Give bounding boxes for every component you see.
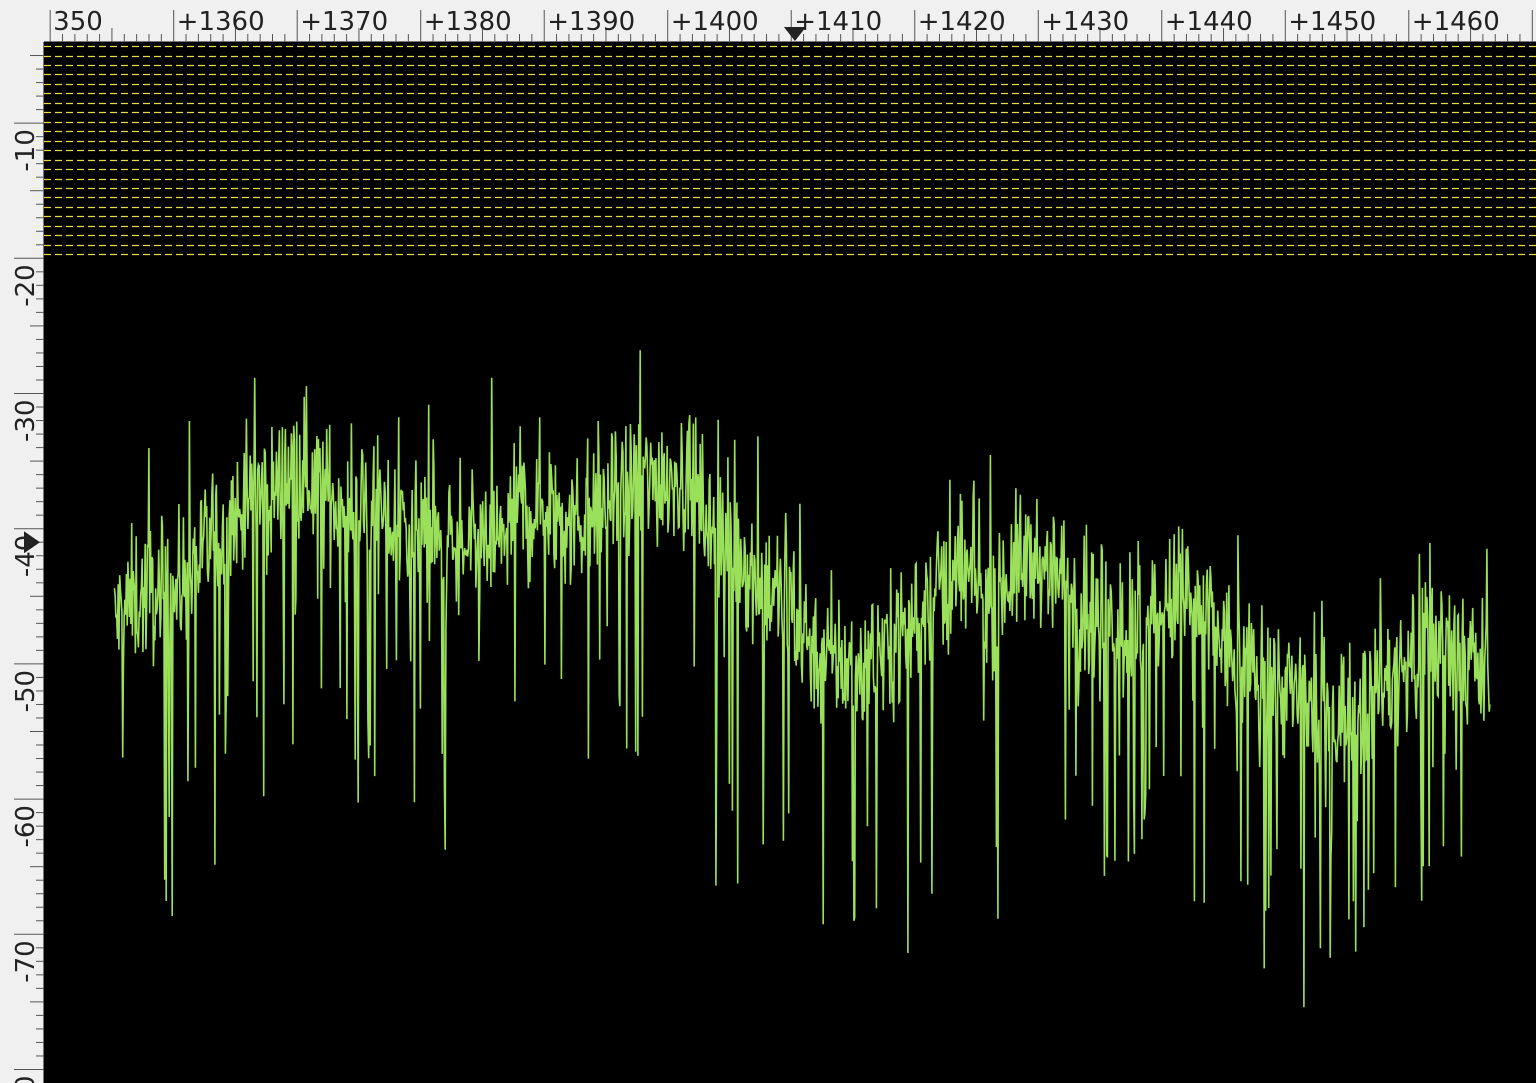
spectrum-trace <box>113 350 1491 1008</box>
frequency-ruler-svg: 350 +1360 +1370 +1380 +1390 +1400 +1410 +1420 +1… <box>44 7 1536 42</box>
frequency-tick-label: 350 <box>53 7 103 37</box>
level-tick-label: -20 <box>11 264 41 306</box>
frequency-ruler[interactable]: 350 +1360 +1370 +1380 +1390 +1400 +1410 +1420 +1… <box>44 0 1536 42</box>
level-tick-label: -10 <box>11 129 41 171</box>
frequency-tick-label: +1400 <box>671 7 759 37</box>
frequency-tick-label: +1380 <box>424 7 512 37</box>
frequency-tick-label: +1450 <box>1288 7 1376 37</box>
level-marker-icon[interactable] <box>24 531 40 554</box>
frequency-tick-label: +1390 <box>547 7 635 37</box>
level-ruler[interactable]: -10-20-30-40-50-60-700 <box>0 42 44 1083</box>
frequency-tick-label: +1360 <box>177 7 265 37</box>
frequency-tick-label: +1410 <box>794 7 882 37</box>
level-tick-label: -60 <box>11 805 41 847</box>
level-tick-label: -50 <box>11 670 41 712</box>
frequency-tick-label: +1440 <box>1165 7 1253 37</box>
ruler-corner <box>0 0 44 42</box>
frequency-marker-icon[interactable] <box>783 27 806 41</box>
spectrum-plot[interactable] <box>44 42 1536 1083</box>
level-ruler-svg: -10-20-30-40-50-60-700 <box>11 42 44 1083</box>
level-tick-label: -70 <box>11 940 41 982</box>
level-tick-label: 0 <box>11 1075 41 1083</box>
spectrum-plot-svg <box>44 45 1536 1008</box>
frequency-tick-label: +1420 <box>918 7 1006 37</box>
frequency-tick-label: +1460 <box>1412 7 1500 37</box>
frequency-tick-label: +1430 <box>1041 7 1129 37</box>
level-tick-label: -30 <box>11 400 41 442</box>
frequency-tick-label: +1370 <box>300 7 388 37</box>
